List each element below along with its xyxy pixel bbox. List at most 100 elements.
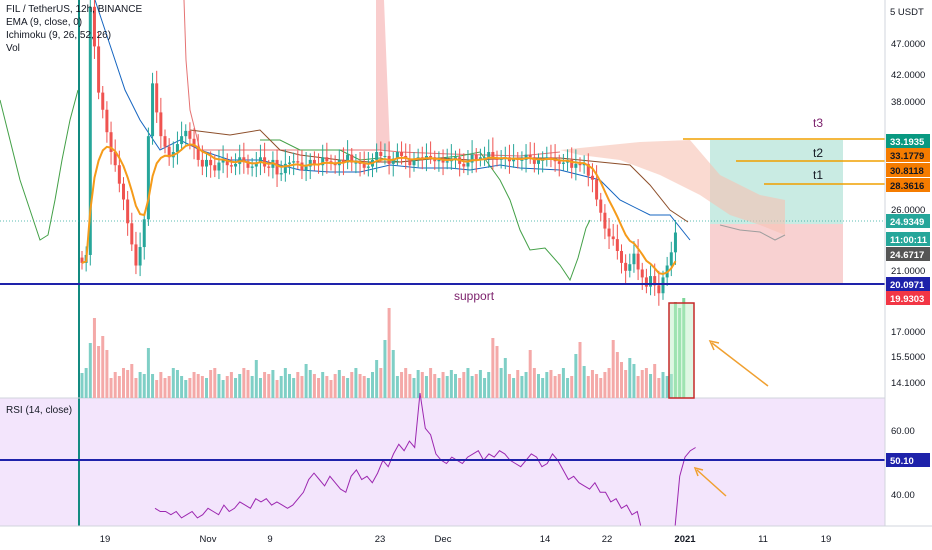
candle-body xyxy=(213,165,217,171)
candle-body xyxy=(400,152,404,156)
candle-body xyxy=(184,130,188,137)
candle-body xyxy=(217,162,221,171)
rsi-pane xyxy=(154,393,696,544)
volume-bar xyxy=(387,308,391,398)
candle-body xyxy=(346,154,350,163)
volume-bar xyxy=(258,378,262,398)
volume-bar xyxy=(180,376,184,398)
candle-body xyxy=(383,155,387,157)
candle-body xyxy=(532,157,536,164)
volume-bar xyxy=(155,380,159,398)
volume-bar xyxy=(483,378,487,398)
candle-body xyxy=(134,244,138,266)
rsi-polyline xyxy=(154,393,696,544)
volume-bar xyxy=(267,374,271,398)
price-tick-label: 38.0000 xyxy=(891,97,925,108)
price-tag-label: 19.9303 xyxy=(890,294,924,305)
price-tag-label: 33.1779 xyxy=(890,151,924,162)
volume-bar xyxy=(532,368,536,398)
chikou-line xyxy=(0,89,79,241)
candle-body xyxy=(636,253,640,270)
candle-body xyxy=(653,276,657,286)
candle-body xyxy=(607,228,611,237)
candle-body xyxy=(325,157,329,162)
volume-bar xyxy=(570,376,574,398)
volume-bar xyxy=(296,372,300,398)
volume-bar xyxy=(362,376,366,398)
rsi-arrowhead xyxy=(693,466,704,477)
volume-bar xyxy=(138,372,142,398)
candle-body xyxy=(624,262,628,271)
candle-body xyxy=(188,130,192,139)
volume-bar xyxy=(458,378,462,398)
volume-bar xyxy=(578,342,582,398)
price-tag-bg xyxy=(886,134,930,148)
candle-body xyxy=(611,236,615,240)
volume-bar xyxy=(595,374,599,398)
price-tag-label: 28.3616 xyxy=(890,181,924,192)
time-tick-label: 22 xyxy=(602,534,613,545)
drawings-layer xyxy=(0,138,885,497)
candle-body xyxy=(205,159,208,167)
candle-body xyxy=(341,159,345,163)
price-tag-label: 24.6717 xyxy=(890,250,924,261)
vol-legend[interactable]: Vol xyxy=(6,43,20,54)
volume-bar xyxy=(528,350,532,398)
volume-bar xyxy=(433,374,437,398)
candle-body xyxy=(138,247,142,266)
candle-body xyxy=(395,152,399,159)
candle-body xyxy=(520,159,524,161)
candle-body xyxy=(109,132,113,152)
volume-bar xyxy=(391,350,395,398)
volume-bar xyxy=(561,368,565,398)
candle-body xyxy=(279,173,283,175)
candle-body xyxy=(130,223,134,245)
stop-zone xyxy=(710,224,843,285)
candle-body xyxy=(375,152,379,160)
ichimoku-legend[interactable]: Ichimoku (9, 26, 52, 26) xyxy=(6,30,112,41)
symbol-title[interactable]: FIL / TetherUS, 12h, BINANCE xyxy=(6,4,143,15)
rsi-legend[interactable]: RSI (14, close) xyxy=(6,405,73,416)
price-tag-bg xyxy=(886,291,930,305)
candle-body xyxy=(561,162,565,164)
base-line xyxy=(189,129,689,223)
volume-bar xyxy=(478,370,482,398)
volume-bar xyxy=(171,368,175,398)
volume-bar xyxy=(304,364,308,398)
volume-bar xyxy=(167,376,171,398)
price-tag-label: 20.0971 xyxy=(890,280,925,291)
volume-bar xyxy=(620,362,623,398)
candle-body xyxy=(362,163,366,168)
volume-arrow xyxy=(711,342,769,387)
volume-bar xyxy=(346,378,350,398)
price-tag-bg xyxy=(886,163,930,177)
candle-body xyxy=(126,199,130,224)
volume-bar xyxy=(395,376,399,398)
volume-bar xyxy=(624,370,628,398)
candle-body xyxy=(234,163,238,167)
volume-bar xyxy=(649,374,653,398)
candle-body xyxy=(499,158,503,160)
candle-body xyxy=(350,154,354,163)
volume-bar xyxy=(109,378,113,398)
rsi-tick-label: 60.00 xyxy=(891,426,915,437)
volume-bar xyxy=(437,378,441,398)
candle-body xyxy=(483,157,487,159)
volume-bar xyxy=(134,378,138,398)
volume-bar xyxy=(657,378,661,398)
volume-bars xyxy=(80,298,695,399)
ema-legend[interactable]: EMA (9, close, 0) xyxy=(6,17,83,28)
candle-body xyxy=(391,158,395,164)
volume-bar xyxy=(429,368,433,398)
volume-bar xyxy=(329,380,333,398)
volume-bar xyxy=(566,378,570,398)
ema-polyline xyxy=(81,143,677,276)
volume-bar xyxy=(217,374,221,398)
candle-body xyxy=(288,162,291,164)
volume-bar xyxy=(234,378,238,398)
volume-bar xyxy=(142,374,146,398)
candle-body xyxy=(657,285,661,294)
price-tag-label: 50.10 xyxy=(890,456,914,467)
price-tag-bg xyxy=(886,453,930,467)
